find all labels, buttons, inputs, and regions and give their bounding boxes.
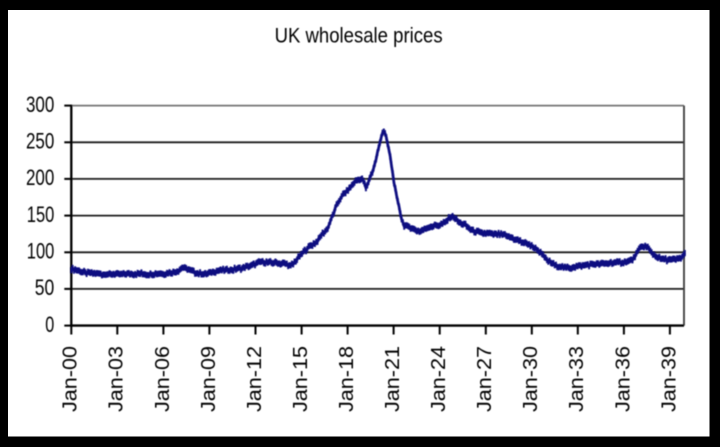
svg-text:0: 0 bbox=[45, 312, 54, 337]
svg-text:Jan-09: Jan-09 bbox=[198, 346, 220, 412]
svg-text:Jan-18: Jan-18 bbox=[336, 346, 358, 412]
svg-text:100: 100 bbox=[27, 239, 55, 264]
svg-text:150: 150 bbox=[27, 202, 55, 227]
svg-text:200: 200 bbox=[26, 165, 54, 190]
svg-text:Jan-24: Jan-24 bbox=[428, 346, 450, 412]
svg-text:Jan-06: Jan-06 bbox=[152, 346, 174, 412]
svg-text:250: 250 bbox=[26, 129, 54, 154]
svg-text:Jan-15: Jan-15 bbox=[290, 346, 312, 412]
svg-text:300: 300 bbox=[26, 92, 54, 117]
svg-text:UK wholesale prices: UK wholesale prices bbox=[275, 23, 443, 47]
svg-text:Jan-21: Jan-21 bbox=[382, 346, 404, 412]
svg-text:Jan-39: Jan-39 bbox=[658, 346, 680, 412]
svg-text:50: 50 bbox=[35, 275, 55, 300]
svg-text:Jan-30: Jan-30 bbox=[520, 346, 542, 412]
svg-text:Jan-33: Jan-33 bbox=[566, 346, 588, 412]
svg-text:Jan-00: Jan-00 bbox=[60, 346, 82, 412]
svg-text:Jan-12: Jan-12 bbox=[244, 346, 266, 412]
svg-text:Jan-36: Jan-36 bbox=[612, 346, 634, 412]
svg-text:Jan-03: Jan-03 bbox=[106, 346, 128, 412]
svg-text:Jan-27: Jan-27 bbox=[474, 346, 496, 412]
